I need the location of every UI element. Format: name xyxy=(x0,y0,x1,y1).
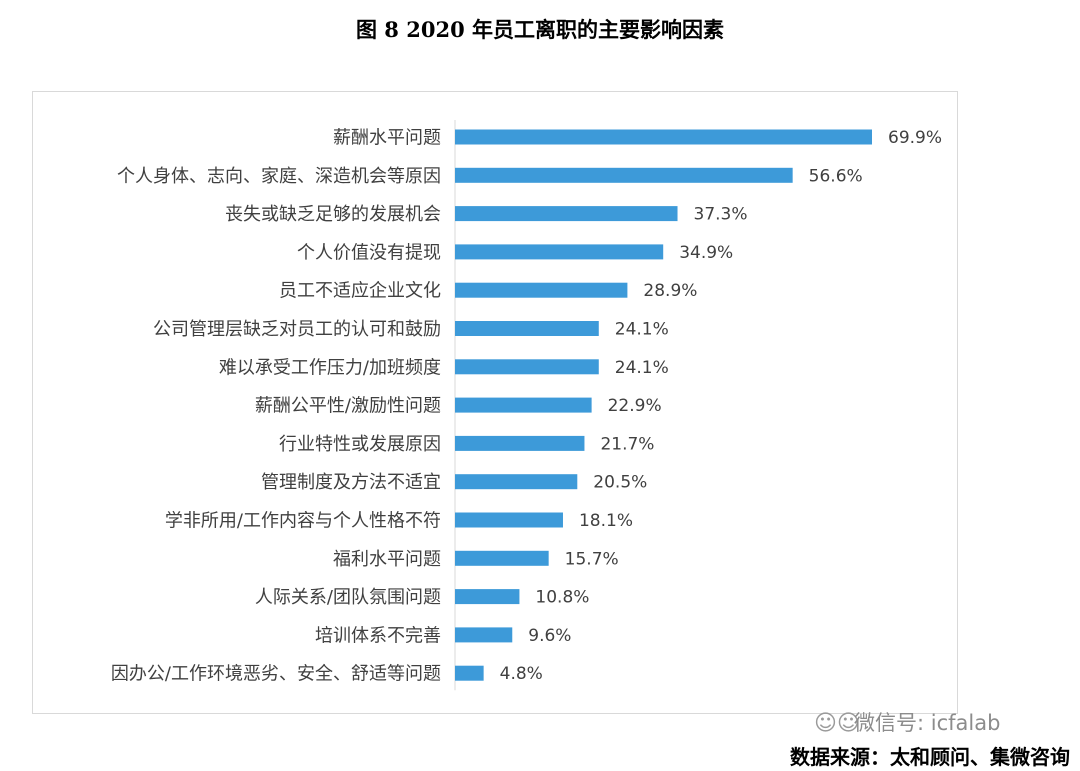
category-label: 培训体系不完善 xyxy=(315,625,441,646)
category-label: 个人价值没有提现 xyxy=(297,242,441,263)
category-label: 福利水平问题 xyxy=(333,549,441,570)
data-label: 21.7% xyxy=(600,434,654,454)
category-label: 员工不适应企业文化 xyxy=(279,281,441,302)
category-label: 管理制度及方法不适宜 xyxy=(261,472,441,493)
bar xyxy=(455,129,872,145)
bar xyxy=(455,474,578,490)
bar xyxy=(455,435,585,451)
bar xyxy=(455,206,678,222)
data-label: 15.7% xyxy=(565,549,619,569)
data-label: 24.1% xyxy=(615,320,669,340)
data-label: 34.9% xyxy=(679,243,733,263)
category-label: 行业特性或发展原因 xyxy=(279,434,441,455)
category-label: 薪酬公平性/激励性问题 xyxy=(255,396,441,417)
data-label: 28.9% xyxy=(643,281,697,301)
category-label: 人际关系/团队氛围问题 xyxy=(255,587,441,608)
data-label: 56.6% xyxy=(809,166,863,186)
category-label: 丧失或缺乏足够的发展机会 xyxy=(225,204,441,225)
chart-frame xyxy=(32,91,958,714)
bar xyxy=(455,627,513,643)
category-label: 因办公/工作环境恶劣、安全、舒适等问题 xyxy=(111,664,441,685)
data-label: 10.8% xyxy=(535,588,589,608)
wechat-icon: ☺☺ xyxy=(814,711,860,736)
data-label: 20.5% xyxy=(593,473,647,493)
category-label: 学非所用/工作内容与个人性格不符 xyxy=(165,511,441,532)
data-label: 22.9% xyxy=(608,396,662,416)
data-label: 37.3% xyxy=(694,205,748,225)
bar xyxy=(455,589,520,605)
category-label: 个人身体、志向、家庭、深造机会等原因 xyxy=(117,166,441,187)
bar xyxy=(455,550,549,566)
bar xyxy=(455,244,664,260)
bar xyxy=(455,321,599,336)
data-label: 4.8% xyxy=(500,664,543,684)
bar xyxy=(455,282,628,298)
watermark: ☺☺微信号: icfalab xyxy=(814,707,1000,737)
bar xyxy=(455,167,793,183)
data-label: 9.6% xyxy=(528,626,571,646)
data-label: 69.9% xyxy=(888,128,942,148)
category-label: 公司管理层缺乏对员工的认可和鼓励 xyxy=(153,319,441,340)
bar xyxy=(455,512,563,528)
data-label: 18.1% xyxy=(579,511,633,531)
chart-title: 图 8 2020 年员工离职的主要影响因素 xyxy=(356,17,724,42)
data-source: 数据来源：太和顾问、集微咨询 xyxy=(790,745,1070,769)
category-label: 难以承受工作压力/加班频度 xyxy=(219,357,441,378)
bar xyxy=(455,359,599,375)
bar xyxy=(455,397,592,413)
watermark-text: 微信号: icfalab xyxy=(854,711,1001,735)
bar xyxy=(455,665,484,681)
category-label: 薪酬水平问题 xyxy=(333,128,441,149)
data-label: 24.1% xyxy=(615,358,669,378)
